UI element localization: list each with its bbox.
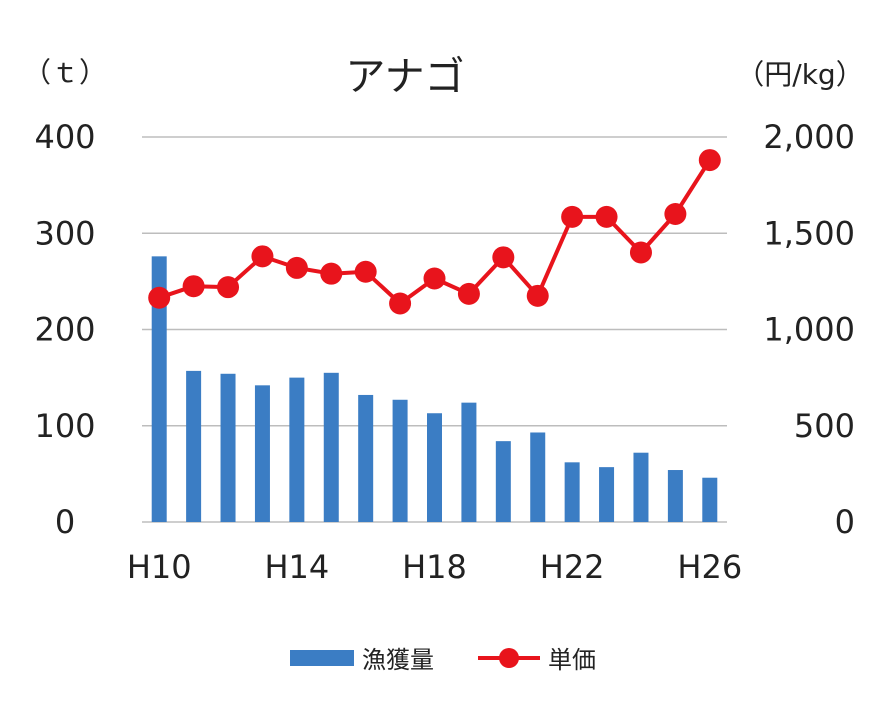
price-point xyxy=(389,292,412,315)
y-right-tick-label: 2,000 xyxy=(763,118,855,156)
y-right-tick-label: 500 xyxy=(794,407,855,445)
price-point xyxy=(148,286,171,309)
x-tick-label: H10 xyxy=(127,548,192,586)
bar xyxy=(461,402,477,522)
legend: 漁獲量 単価 xyxy=(290,646,596,674)
y-left-tick-label: 300 xyxy=(34,214,95,252)
price-point xyxy=(423,267,446,290)
legend-swatch-catch xyxy=(290,650,354,666)
price-point xyxy=(492,246,515,269)
bar xyxy=(530,432,546,522)
x-axis-ticks: H10 H14 H18 H22 H26 xyxy=(127,548,742,586)
price-point xyxy=(320,262,343,285)
price-point xyxy=(629,241,652,264)
bar xyxy=(220,373,236,522)
x-tick-label: H22 xyxy=(540,548,605,586)
price-point xyxy=(664,203,687,225)
price-point xyxy=(182,275,205,298)
price-point xyxy=(251,245,274,268)
bar xyxy=(564,462,580,522)
price-point xyxy=(698,149,721,172)
y-left-tick-label: 200 xyxy=(34,311,95,349)
bar xyxy=(254,385,270,522)
y-right-tick-label: 1,000 xyxy=(763,311,855,349)
right-axis-ticks: 2,000 1,500 1,000 500 0 xyxy=(763,118,855,541)
price-point xyxy=(217,276,240,299)
bar xyxy=(702,477,718,522)
bar xyxy=(427,413,442,522)
bar xyxy=(633,452,649,522)
legend-swatch-price-marker xyxy=(499,648,519,668)
right-axis-unit: （円/kg） xyxy=(736,58,863,91)
bar xyxy=(151,256,167,522)
legend-label-price: 単価 xyxy=(548,646,596,674)
y-left-tick-label: 0 xyxy=(55,503,75,541)
bar-series xyxy=(151,256,718,522)
bar xyxy=(323,372,339,522)
x-tick-label: H18 xyxy=(402,548,467,586)
left-axis-ticks: 400 300 200 100 0 xyxy=(34,118,95,541)
bar xyxy=(289,377,305,522)
bar xyxy=(495,441,511,522)
bar xyxy=(392,399,408,522)
left-axis-unit: （ｔ） xyxy=(23,56,107,89)
y-left-tick-label: 400 xyxy=(34,118,95,156)
bar xyxy=(358,394,374,522)
x-tick-label: H14 xyxy=(264,548,329,586)
price-point xyxy=(354,260,377,283)
y-right-tick-label: 0 xyxy=(835,503,855,541)
line-series xyxy=(148,149,721,315)
y-left-tick-label: 100 xyxy=(34,407,95,445)
price-point xyxy=(561,205,584,228)
price-point xyxy=(526,284,549,307)
price-point xyxy=(457,282,480,305)
bar xyxy=(667,470,683,522)
legend-label-catch: 漁獲量 xyxy=(362,646,434,674)
price-point xyxy=(595,205,618,228)
x-tick-label: H26 xyxy=(677,548,742,586)
chart-title: アナゴ xyxy=(345,54,464,100)
bar xyxy=(599,467,615,522)
price-point xyxy=(285,256,308,279)
y-right-tick-label: 1,500 xyxy=(763,214,855,252)
bar xyxy=(186,370,202,522)
